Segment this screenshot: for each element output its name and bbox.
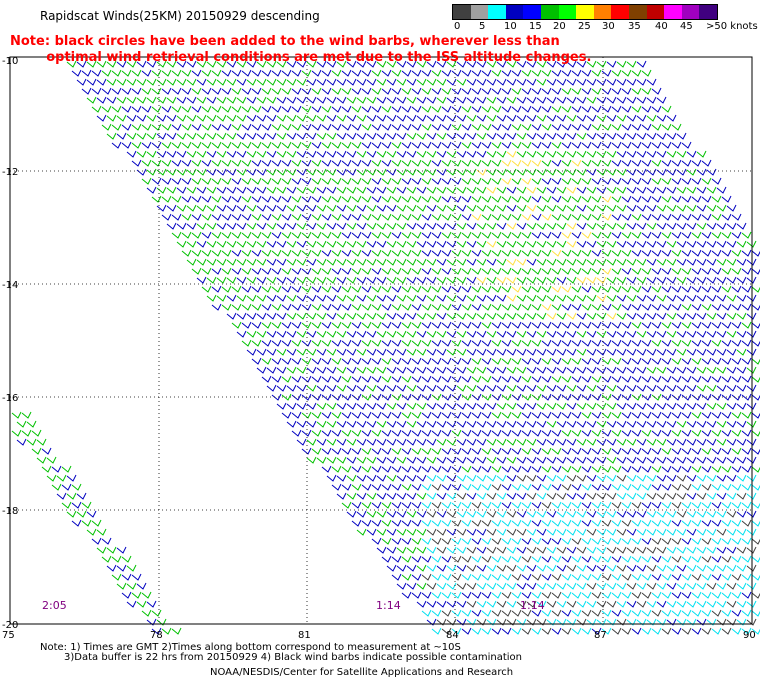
- longitude-label: 81: [298, 630, 311, 641]
- colorbar-label: 45: [680, 21, 693, 32]
- latitude-label: -10: [2, 56, 18, 67]
- colorbar-label: >50 knots: [706, 21, 758, 32]
- footer-line-1: Note: 1) Times are GMT 2)Times along bot…: [40, 642, 461, 653]
- colorbar-swatch: [611, 5, 629, 19]
- wind-barb-group: [11, 60, 760, 635]
- longitude-labels: 75 78 81 84 87 90: [2, 630, 756, 641]
- colorbar-swatch: [488, 5, 506, 19]
- wind-barb-group: [16, 60, 760, 635]
- note-line-2: optimal wind retrieval conditions are me…: [10, 50, 592, 65]
- colorbar-label: 20: [553, 21, 566, 32]
- colorbar-label: 35: [628, 21, 641, 32]
- wind-speed-colorbar: [452, 4, 718, 20]
- colorbar-swatch: [470, 5, 489, 19]
- latitude-labels: -10 -12 -14 -16 -18 -20: [2, 56, 18, 631]
- altitude-warning-note: Note: black circles have been added to t…: [10, 34, 591, 66]
- latitude-label: -14: [2, 280, 18, 291]
- grid-lines: [10, 57, 752, 624]
- latitude-label: -16: [2, 393, 18, 404]
- colorbar-label: 30: [602, 21, 615, 32]
- time-label: 2:05: [42, 599, 67, 612]
- colorbar-swatch: [664, 5, 682, 19]
- time-labels: 2:05 1:14 1:14: [42, 599, 545, 612]
- map-title: Rapidscat Winds(25KM) 20150929 descendin…: [40, 9, 320, 23]
- colorbar-swatch: [593, 5, 612, 19]
- longitude-label: 75: [2, 630, 15, 641]
- map-frame: [9, 56, 753, 625]
- longitude-label: 84: [446, 630, 459, 641]
- colorbar-label: 25: [578, 21, 591, 32]
- colorbar-label: 15: [529, 21, 542, 32]
- latitude-label: -12: [2, 167, 18, 178]
- wind-barb-group: [421, 474, 760, 635]
- latitude-label: -18: [2, 506, 18, 517]
- colorbar-swatch: [523, 5, 541, 19]
- colorbar-swatch: [576, 5, 594, 19]
- colorbar-label: 5: [479, 21, 486, 32]
- colorbar-label: 0: [454, 21, 461, 32]
- wind-barb-group: [421, 474, 760, 635]
- colorbar-swatch: [505, 5, 524, 19]
- colorbar-label: 40: [655, 21, 668, 32]
- latitude-label: -20: [2, 620, 18, 631]
- colorbar-swatch: [628, 5, 647, 19]
- longitude-label: 90: [743, 630, 756, 641]
- colorbar-swatch: [540, 5, 559, 19]
- colorbar-labels: 0 5 10 15 20 25 30 35 40 45 >50 knots: [452, 21, 760, 33]
- longitude-label: 87: [594, 630, 607, 641]
- footer-line-2: 3)Data buffer is 22 hrs from 20150929 4)…: [64, 652, 522, 663]
- time-label: 1:14: [376, 599, 401, 612]
- colorbar-label: 10: [504, 21, 517, 32]
- colorbar-swatch: [681, 5, 700, 19]
- colorbar-swatch: [453, 5, 471, 19]
- time-label: 1:14: [520, 599, 545, 612]
- colorbar-swatch: [699, 5, 717, 19]
- longitude-label: 78: [150, 630, 163, 641]
- colorbar-swatch: [558, 5, 577, 19]
- footer-credit: NOAA/NESDIS/Center for Satellite Applica…: [210, 667, 514, 678]
- note-line-1: Note: black circles have been added to t…: [10, 34, 560, 49]
- wind-barbs-layer: [11, 60, 760, 635]
- colorbar-swatch: [646, 5, 665, 19]
